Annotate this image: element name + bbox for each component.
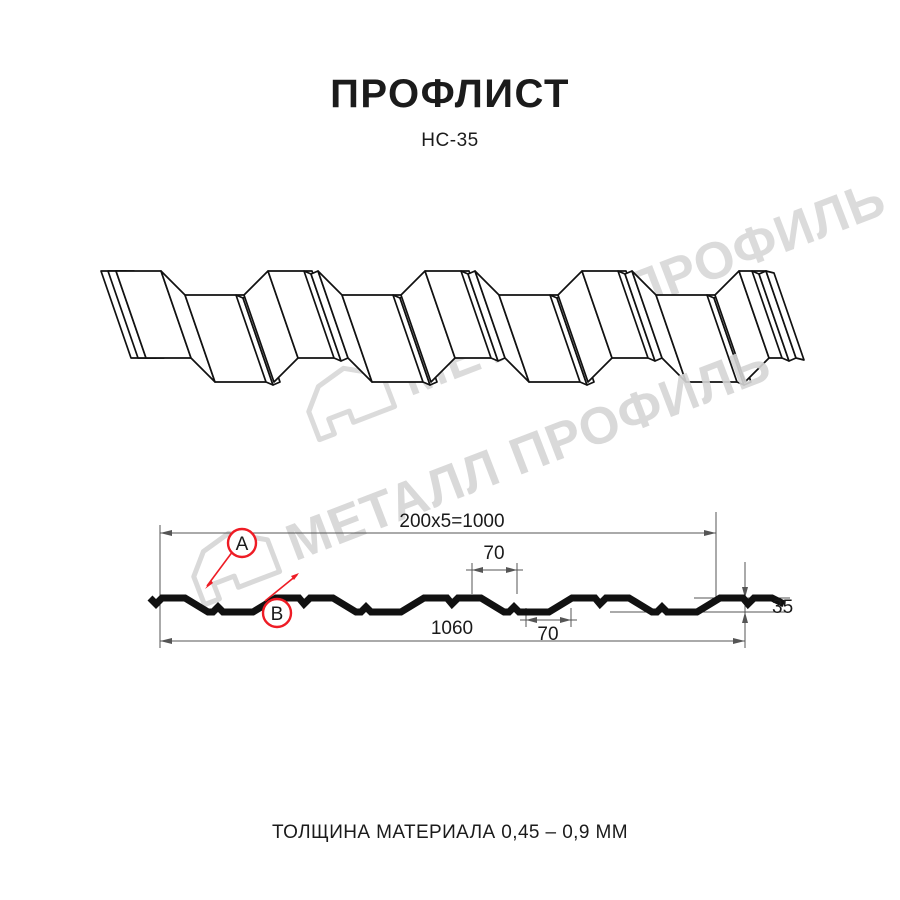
watermark-text: МЕТАЛЛ ПРОФИЛЬ: [279, 334, 779, 572]
dimension-lines: [159, 512, 790, 648]
dimension-labels: 200x5=1000 70 70 1060 35: [399, 511, 793, 645]
material-thickness-note: ТОЛЩИНА МАТЕРИАЛА 0,45 – 0,9 ММ: [272, 822, 628, 843]
callout-b-label: B: [271, 604, 284, 625]
watermark-lower: МЕТАЛЛ ПРОФИЛЬ: [191, 334, 779, 608]
watermark-text: МЕТАЛЛ ПРОФИЛЬ: [394, 169, 894, 407]
dimension-height-label: 35: [772, 597, 793, 618]
dimension-arrowheads: [160, 530, 748, 644]
dimension-total-width-label: 1060: [431, 618, 473, 639]
isometric-sheet-outline: [100, 270, 805, 386]
product-model-label: НС-35: [421, 130, 479, 151]
callout-a-circle: [226, 527, 258, 559]
callout-a-leader: [206, 550, 234, 587]
profile-section-outline: [147, 594, 786, 616]
dimension-crest-width-label: 70: [483, 543, 504, 564]
callout-group: A B: [205, 527, 299, 629]
callout-a-label: A: [236, 534, 249, 555]
house-logo: [306, 365, 398, 443]
watermark-upper: МЕТАЛЛ ПРОФИЛЬ: [306, 169, 894, 443]
header: ПРОФЛИСТ НС-35: [0, 74, 900, 152]
dimension-pitch-label: 200x5=1000: [399, 511, 504, 532]
house-logo: [191, 530, 283, 608]
callout-b-circle: [261, 597, 293, 629]
dimension-valley-width-label: 70: [537, 624, 558, 645]
callout-b-leader: [264, 574, 298, 602]
page-title: ПРОФЛИСТ: [330, 72, 570, 116]
